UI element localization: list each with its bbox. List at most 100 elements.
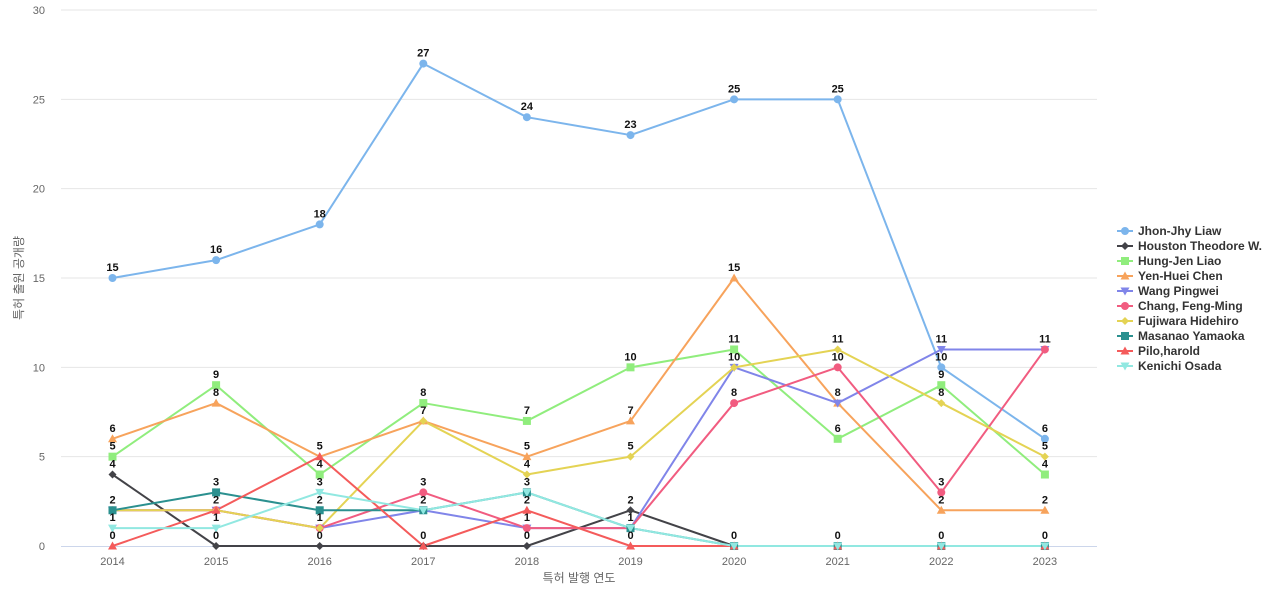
series-point [937,381,946,390]
series-point [626,452,635,461]
legend-marker-icon [1121,242,1129,250]
series-point [522,542,531,550]
data-label: 0 [420,530,426,542]
data-label: 6 [1042,423,1048,435]
data-label: 2 [938,494,944,506]
data-label: 2 [627,494,633,506]
data-label: 3 [317,476,323,488]
data-label: 2 [420,494,426,506]
series-point [315,488,325,497]
legend-label: Kenichi Osada [1138,359,1222,373]
legend-label: Houston Theodore W. [1138,239,1262,253]
series-point [108,506,117,515]
data-label: 11 [935,333,947,345]
data-label: 15 [106,262,118,274]
y-tick-label: 15 [33,273,45,285]
data-label: 0 [835,530,841,542]
series-point [626,541,635,550]
data-label: 11 [832,333,844,345]
data-label: 8 [420,387,426,399]
data-label: 5 [109,441,115,453]
data-label: 5 [1042,441,1048,453]
series-point [419,488,428,497]
y-tick-label: 0 [39,541,45,553]
legend-marker-icon [1120,346,1130,355]
x-tick-label: 2015 [204,556,228,568]
data-label: 4 [317,459,324,471]
series-point [729,542,739,551]
data-label: 9 [938,369,944,381]
series-point [108,434,117,443]
data-label: 25 [832,83,844,95]
data-label: 10 [624,351,636,363]
data-label: 5 [317,441,323,453]
legend-item[interactable]: Masanao Yamaoka [1117,329,1245,343]
series-point [730,95,739,104]
data-label: 2 [524,494,530,506]
data-label: 3 [938,476,944,488]
legend-marker-icon [1120,271,1130,280]
series-point [212,256,221,265]
legend-item[interactable]: Yen-Huei Chen [1117,269,1223,283]
legend-item[interactable]: Hung-Jen Liao [1117,254,1221,268]
series-point [108,541,117,550]
legend-marker-icon [1121,302,1129,310]
legend-label: Hung-Jen Liao [1138,254,1221,268]
series-point [315,452,325,461]
series-point [1040,542,1050,551]
data-label: 1 [213,512,219,524]
data-label: 7 [627,405,633,417]
series-point [419,416,428,425]
data-label: 8 [731,387,737,399]
series-point [729,273,739,282]
legend-item[interactable]: Jhon-Jhy Liaw [1117,224,1222,238]
series-point [937,399,946,408]
legend-label: Jhon-Jhy Liaw [1138,224,1222,238]
y-tick-label: 5 [39,452,45,464]
legend-marker-icon [1120,362,1130,371]
data-label: 1 [317,512,323,524]
data-label: 11 [728,333,740,345]
series-point [522,452,532,461]
series-point [211,398,221,407]
data-label: 23 [624,119,636,131]
data-label: 1 [524,512,530,524]
series-point [418,506,428,515]
series-line-3 [112,277,1045,512]
legend-item[interactable]: Pilo,harold [1117,344,1200,358]
legend-item[interactable]: Chang, Feng-Ming [1117,299,1243,313]
series-point [936,345,946,354]
series-point [1040,345,1049,354]
series-point [626,131,635,140]
y-tick-label: 20 [33,184,45,196]
series-point [833,345,842,354]
data-label: 6 [109,423,115,435]
x-tick-label: 2022 [929,556,953,568]
data-label: 4 [109,459,116,471]
legend-item[interactable]: Kenichi Osada [1117,359,1222,373]
legend-item[interactable]: Fujiwara Hidehiro [1117,314,1239,328]
data-label: 1 [109,512,115,524]
data-label: 0 [1042,530,1048,542]
data-label: 9 [213,369,219,381]
series-point [315,524,324,533]
series-point [315,220,324,229]
data-label: 10 [935,351,947,363]
legend-item[interactable]: Wang Pingwei [1117,284,1219,298]
data-label: 18 [314,208,326,220]
series-point [108,452,117,461]
series-point [419,59,428,68]
series-point [626,363,635,372]
legend-item[interactable]: Houston Theodore W. [1117,239,1262,253]
data-label: 8 [938,387,944,399]
x-tick-label: 2023 [1033,556,1057,568]
series-point [936,542,946,551]
legend-marker-icon [1121,257,1129,265]
data-label: 2 [317,494,323,506]
series-point [108,274,117,282]
data-labels: 1565421016983210185432102787320247543210… [106,48,1050,542]
series-point [212,488,221,497]
y-tick-label: 30 [33,5,45,17]
series-line-6 [112,348,1046,530]
